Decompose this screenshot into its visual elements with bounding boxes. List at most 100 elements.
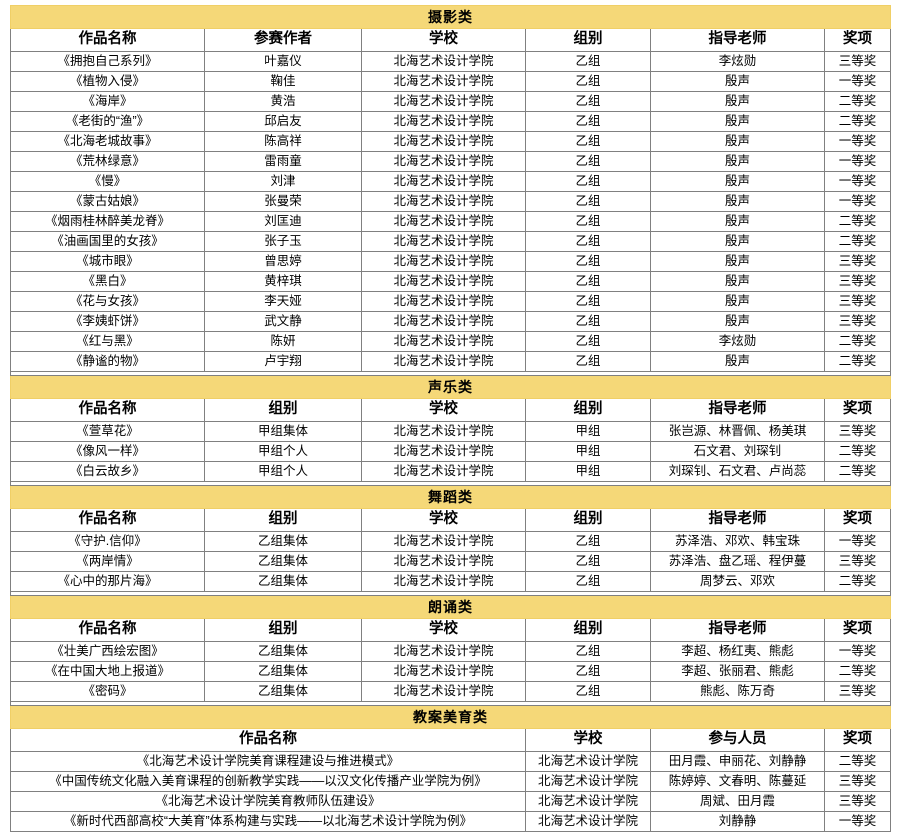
cell-value: 《拥抱自己系列》 [10,51,205,72]
column-header: 组别 [204,398,362,422]
cell-value: 《新时代西部高校“大美育”体系构建与实践——以北海艺术设计学院为例》 [10,811,526,832]
cell-value: 北海艺术设计学院 [361,111,526,132]
table-row: 《老街的“渔”》 邱启友 北海艺术设计学院 乙组 殷声 二等奖 [10,111,892,132]
cell-value: 二等奖 [823,331,892,352]
cell-value: 北海艺术设计学院 [361,441,526,462]
cell-value: 《花与女孩》 [10,291,205,312]
cell-value: 乙组 [525,271,651,292]
cell-value: 殷声 [650,111,825,132]
table-row: 《荒林绿意》 雷雨童 北海艺术设计学院 乙组 殷声 一等奖 [10,151,892,172]
cell-value: 乙组 [525,351,651,372]
cell-value: 北海艺术设计学院 [525,811,651,832]
cell-value: 乙组集体 [204,571,362,592]
cell-value: 张岂源、林晋佩、杨美琪 [650,421,825,442]
table-row: 《城市眼》 曾思婷 北海艺术设计学院 乙组 殷声 三等奖 [10,251,892,272]
cell-value: 李超、张丽君、熊彪 [650,661,825,682]
cell-value: 乙组集体 [204,661,362,682]
cell-value: 一等奖 [823,171,892,192]
cell-value: 乙组 [525,571,651,592]
table-row: 《蒙古姑娘》 张曼荣 北海艺术设计学院 乙组 殷声 一等奖 [10,191,892,212]
cell-value: 李炫勋 [650,331,825,352]
cell-value: 刘匡迪 [204,211,362,232]
section-title-row-vocal: 声乐类 [9,375,892,399]
cell-value: 甲组 [525,441,651,462]
cell-value: 三等奖 [823,681,892,702]
cell-value: 甲组 [525,461,651,482]
cell-value: 二等奖 [823,231,892,252]
cell-value: 乙组 [525,661,651,682]
cell-value: 陈高祥 [204,131,362,152]
table-row: 《壮美广西绘宏图》 乙组集体 北海艺术设计学院 乙组 李超、杨红夷、熊彪 一等奖 [10,641,892,662]
cell-value: 石文君、刘琛钊 [650,441,825,462]
table-row: 《守护.信仰》 乙组集体 北海艺术设计学院 乙组 苏泽浩、邓欢、韩宝珠 一等奖 [10,531,892,552]
cell-value: 甲组个人 [204,461,362,482]
column-header: 奖项 [823,728,892,752]
cell-value: 《老街的“渔”》 [10,111,205,132]
table-row: 《在中国大地上报道》 乙组集体 北海艺术设计学院 乙组 李超、张丽君、熊彪 二等奖 [10,661,892,682]
cell-value: 《蒙古姑娘》 [10,191,205,212]
cell-value: 《密码》 [10,681,205,702]
table-row: 《北海艺术设计学院美育教师队伍建设》 北海艺术设计学院 周斌、田月霞 三等奖 [10,791,892,812]
cell-value: 《李姨虾饼》 [10,311,205,332]
cell-value: 二等奖 [823,571,892,592]
table-row: 《萱草花》 甲组集体 北海艺术设计学院 甲组 张岂源、林晋佩、杨美琪 三等奖 [10,421,892,442]
cell-value: 周梦云、邓欢 [650,571,825,592]
cell-value: 《心中的那片海》 [10,571,205,592]
cell-value: 武文静 [204,311,362,332]
cell-value: 北海艺术设计学院 [361,71,526,92]
cell-value: 北海艺术设计学院 [525,791,651,812]
cell-value: 《油画国里的女孩》 [10,231,205,252]
cell-value: 甲组集体 [204,421,362,442]
table-row: 《白云故乡》 甲组个人 北海艺术设计学院 甲组 刘琛钊、石文君、卢尚蕊 二等奖 [10,461,892,482]
column-header: 指导老师 [650,28,825,52]
table-row: 《拥抱自己系列》 叶嘉仪 北海艺术设计学院 乙组 李炫勋 三等奖 [10,51,892,72]
column-header: 指导老师 [650,398,825,422]
cell-value: 《像风一样》 [10,441,205,462]
cell-value: 一等奖 [823,71,892,92]
column-header: 组别 [525,398,651,422]
section-title: 教案美育类 [9,705,892,729]
cell-value: 三等奖 [823,51,892,72]
cell-value: 苏泽浩、邓欢、韩宝珠 [650,531,825,552]
table-row: 《静谧的物》 卢宇翔 北海艺术设计学院 乙组 殷声 二等奖 [10,351,892,372]
column-header: 作品名称 [10,728,526,752]
table-row: 《植物入侵》 鞠佳 北海艺术设计学院 乙组 殷声 一等奖 [10,71,892,92]
cell-value: 三等奖 [823,251,892,272]
table-row: 《密码》 乙组集体 北海艺术设计学院 乙组 熊彪、陈万奇 三等奖 [10,681,892,702]
cell-value: 田月霞、申丽花、刘静静 [650,751,825,772]
cell-value: 《北海艺术设计学院美育教师队伍建设》 [10,791,526,812]
column-header: 指导老师 [650,508,825,532]
cell-value: 北海艺术设计学院 [361,251,526,272]
table-row: 《红与黑》 陈妍 北海艺术设计学院 乙组 李炫勋 二等奖 [10,331,892,352]
cell-value: 乙组 [525,71,651,92]
cell-value: 三等奖 [823,271,892,292]
cell-value: 殷声 [650,311,825,332]
cell-value: 《两岸情》 [10,551,205,572]
cell-value: 二等奖 [823,441,892,462]
cell-value: 乙组 [525,551,651,572]
cell-value: 乙组 [525,331,651,352]
cell-value: 北海艺术设计学院 [361,211,526,232]
column-header: 组别 [525,618,651,642]
cell-value: 殷声 [650,71,825,92]
column-header: 组别 [204,618,362,642]
cell-value: 黄梓琪 [204,271,362,292]
cell-value: 乙组 [525,531,651,552]
cell-value: 刘津 [204,171,362,192]
cell-value: 二等奖 [823,461,892,482]
cell-value: 北海艺术设计学院 [361,271,526,292]
column-header: 参赛作者 [204,28,362,52]
column-header: 学校 [361,618,526,642]
cell-value: 乙组 [525,291,651,312]
cell-value: 一等奖 [823,531,892,552]
cell-value: 李天娅 [204,291,362,312]
cell-value: 乙组 [525,231,651,252]
cell-value: 殷声 [650,151,825,172]
column-header: 学校 [525,728,651,752]
cell-value: 乙组 [525,191,651,212]
cell-value: 《红与黑》 [10,331,205,352]
cell-value: 一等奖 [823,151,892,172]
cell-value: 三等奖 [823,791,892,812]
cell-value: 黄浩 [204,91,362,112]
cell-value: 乙组 [525,311,651,332]
